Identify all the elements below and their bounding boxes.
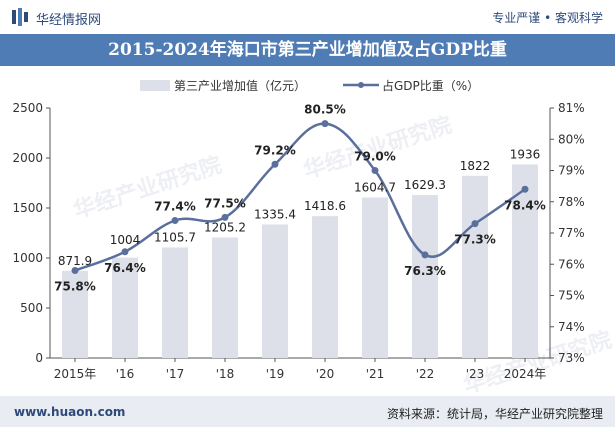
y-right-tick-label: 77% bbox=[558, 226, 585, 240]
line-point bbox=[171, 217, 179, 224]
line-point bbox=[221, 213, 229, 221]
line-point bbox=[471, 220, 479, 228]
line-value-label: 77.5% bbox=[204, 196, 246, 210]
bar bbox=[162, 247, 188, 358]
line-point bbox=[421, 251, 429, 259]
bar-value-label: 1822 bbox=[460, 159, 491, 173]
line-value-label: 77.4% bbox=[154, 200, 196, 214]
line-value-label: 79.0% bbox=[354, 150, 396, 164]
line-point bbox=[521, 185, 529, 193]
brand-slogan: 专业严谨 • 客观科学 bbox=[492, 11, 603, 25]
y-left-tick-label: 2000 bbox=[12, 151, 43, 165]
line-value-label: 75.8% bbox=[54, 280, 96, 294]
y-left-tick-label: 500 bbox=[20, 301, 43, 315]
bar bbox=[412, 195, 438, 358]
footer-bar bbox=[0, 396, 615, 427]
top-bar: 华经情报网 专业严谨 • 客观科学 bbox=[0, 0, 615, 34]
bar bbox=[362, 197, 388, 358]
line-value-label: 76.4% bbox=[104, 261, 146, 275]
legend-line-swatch bbox=[343, 82, 379, 88]
bar bbox=[112, 257, 138, 358]
x-tick-label: '20 bbox=[316, 367, 335, 381]
line-value-label: 78.4% bbox=[504, 198, 546, 212]
bar-value-label: 1004 bbox=[110, 233, 141, 247]
y-left-tick-label: 2500 bbox=[12, 101, 43, 115]
y-right-tick-label: 81% bbox=[558, 101, 585, 115]
bar-value-label: 1105.7 bbox=[154, 230, 196, 244]
y-right-tick-label: 75% bbox=[558, 289, 585, 303]
bar bbox=[462, 175, 488, 358]
chart-svg: 0 500 1000 1500 2000 2500 73% 74% 75% 76% 77% 78% 79… bbox=[12, 101, 585, 381]
line-point bbox=[271, 160, 279, 168]
bar bbox=[212, 237, 238, 358]
x-tick-label: '16 bbox=[116, 367, 135, 381]
x-tick-label: '22 bbox=[416, 367, 435, 381]
line-point bbox=[71, 267, 79, 274]
legend-bar-label: 第三产业增加值（亿元） bbox=[174, 79, 307, 93]
bar bbox=[62, 270, 88, 358]
y-right-tick-label: 78% bbox=[558, 195, 585, 209]
y-right-tick-label: 79% bbox=[558, 164, 585, 178]
x-tick-label: '17 bbox=[166, 367, 185, 381]
bar-value-label: 871.9 bbox=[58, 254, 92, 268]
chart-title: 2015-2024年海口市第三产业增加值及占GDP比重 bbox=[0, 34, 615, 66]
bar-value-label: 1335.4 bbox=[254, 207, 296, 221]
legend-bar-swatch bbox=[140, 80, 170, 91]
line-value-label: 76.3% bbox=[404, 264, 446, 278]
bar bbox=[512, 164, 538, 358]
y-right-tick-label: 76% bbox=[558, 257, 585, 271]
y-left-tick-label: 0 bbox=[35, 351, 43, 365]
brand-name: 华经情报网 bbox=[36, 13, 102, 28]
line-point bbox=[371, 167, 379, 174]
y-left-tick-label: 1000 bbox=[12, 251, 43, 265]
y-right-tick-label: 74% bbox=[558, 320, 585, 334]
bar bbox=[262, 224, 288, 358]
bar-value-label: 1205.2 bbox=[204, 220, 246, 234]
x-tick-label: 2024年 bbox=[504, 367, 547, 381]
x-tick-label: '21 bbox=[366, 367, 385, 381]
line-point bbox=[121, 248, 129, 256]
x-tick-label: '23 bbox=[466, 367, 485, 381]
bar-value-label: 1936 bbox=[510, 147, 541, 161]
legend-line-label: 占GDP比重（%） bbox=[382, 79, 480, 93]
line-value-label: 77.3% bbox=[454, 233, 496, 247]
bar-value-label: 1629.3 bbox=[404, 178, 446, 192]
x-tick-label: 2015年 bbox=[54, 367, 97, 381]
bar bbox=[312, 216, 338, 358]
series-line bbox=[74, 122, 526, 272]
footer-source: 资料来源：统计局，华经产业研究院整理 bbox=[386, 407, 603, 421]
line-value-label: 80.5% bbox=[304, 103, 346, 117]
y-right-tick-label: 80% bbox=[558, 132, 585, 146]
x-tick-label: '19 bbox=[266, 367, 285, 381]
brand-logo-icon bbox=[12, 8, 28, 26]
y-right-tick-label: 73% bbox=[558, 351, 585, 365]
footer-url[interactable]: www.huaon.com bbox=[14, 405, 126, 419]
y-left-tick-label: 1500 bbox=[12, 201, 43, 215]
x-tick-label: '18 bbox=[216, 367, 235, 381]
line-point bbox=[321, 120, 329, 128]
bar-value-label: 1418.6 bbox=[304, 199, 346, 213]
line-value-label: 79.2% bbox=[254, 143, 296, 157]
bar-value-label: 1604.7 bbox=[354, 181, 396, 195]
